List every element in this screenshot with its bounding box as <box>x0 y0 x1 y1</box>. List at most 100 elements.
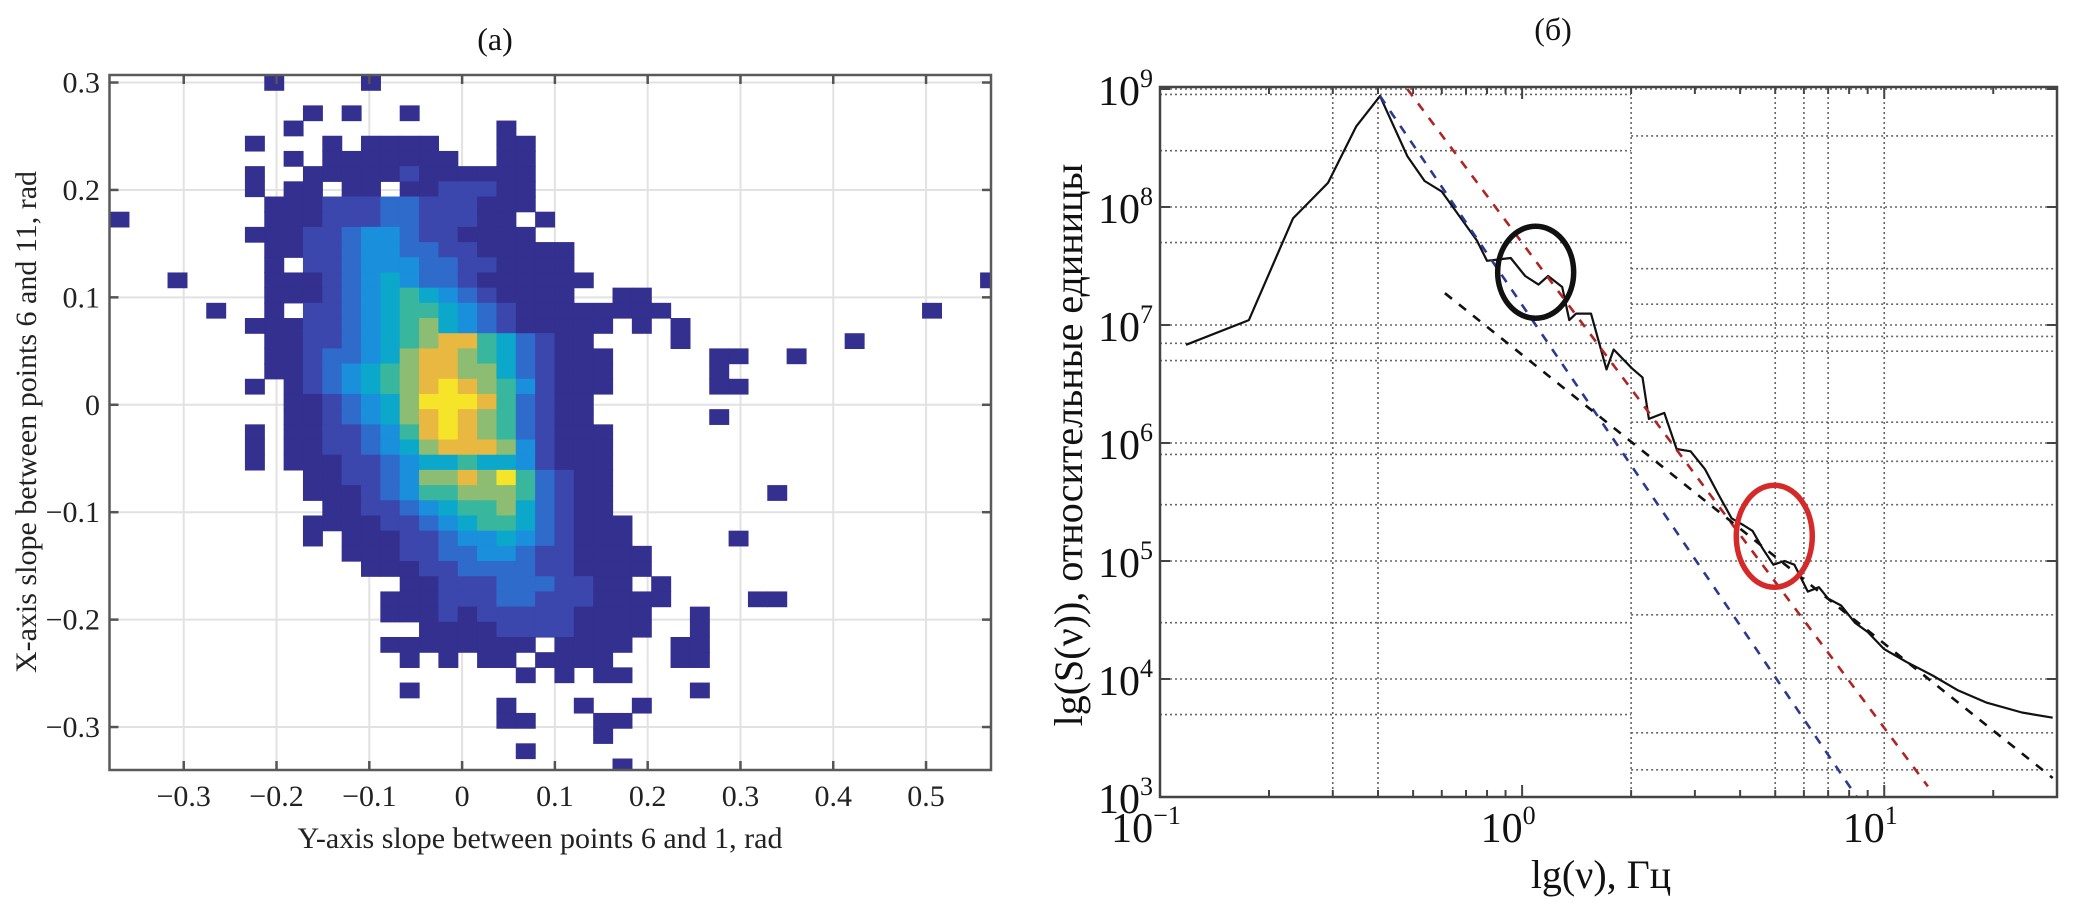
histogram-bin <box>399 545 420 562</box>
histogram-bin <box>554 302 575 319</box>
histogram-bin <box>341 318 362 334</box>
histogram-bin <box>457 500 478 517</box>
histogram-bin <box>341 439 362 456</box>
histogram-bin <box>612 621 633 638</box>
y-tick-base: 10 <box>1098 187 1140 233</box>
histogram-bin <box>419 272 439 289</box>
histogram-bin <box>302 378 323 395</box>
histogram-bin <box>438 318 459 334</box>
histogram-bin <box>535 302 556 319</box>
histogram-bin <box>341 469 362 486</box>
histogram-bin <box>593 439 614 456</box>
histogram-bin <box>612 758 633 770</box>
histogram-bin <box>515 469 536 486</box>
histogram-bin <box>515 226 536 243</box>
histogram-bin <box>573 363 594 380</box>
histogram-bin <box>651 591 672 608</box>
histogram-bin <box>477 318 498 334</box>
histogram-bin <box>496 302 517 319</box>
histogram-bin <box>302 424 323 441</box>
y-tick-exponent: 8 <box>1140 182 1153 211</box>
histogram-bin <box>573 697 594 714</box>
histogram-bin <box>554 636 575 653</box>
histogram-bin <box>515 242 536 258</box>
histogram-bin <box>554 363 575 380</box>
histogram-bin <box>593 454 614 471</box>
histogram-bin <box>341 545 362 562</box>
histogram-bin <box>264 242 285 258</box>
histogram-bin <box>747 591 768 608</box>
histogram-bin <box>302 530 323 547</box>
histogram-bin <box>361 242 381 258</box>
histogram-bin <box>341 363 362 380</box>
histogram-bin <box>419 302 439 319</box>
histogram-bin <box>515 576 536 593</box>
histogram-bin <box>573 409 594 425</box>
histogram-bin <box>438 272 459 289</box>
x-tick-label: 0.1 <box>536 780 574 813</box>
histogram-bin <box>438 150 459 167</box>
histogram-bin <box>438 242 459 258</box>
histogram-bin <box>419 545 439 562</box>
y-tick-base: 10 <box>1098 659 1140 705</box>
histogram-bin <box>399 348 420 365</box>
histogram-bin <box>283 318 304 334</box>
histogram-bin <box>380 378 401 395</box>
histogram-bin <box>380 318 401 334</box>
histogram-bin <box>438 621 459 638</box>
histogram-bin <box>477 621 498 638</box>
histogram-bin <box>341 242 362 258</box>
histogram-bin <box>361 545 381 562</box>
histogram-bin <box>554 500 575 517</box>
histogram-bin <box>399 302 420 319</box>
y-tick-label: 105 <box>1098 536 1153 587</box>
histogram-bin <box>631 318 652 334</box>
histogram-bin <box>515 561 536 577</box>
histogram-bin <box>302 226 323 243</box>
y-tick-exponent: 4 <box>1140 654 1153 683</box>
histogram-bin <box>302 333 323 350</box>
histogram-bin <box>612 636 633 653</box>
histogram-bin <box>264 211 285 228</box>
histogram-bin <box>361 333 381 350</box>
y-tick-exponent: 7 <box>1140 300 1153 329</box>
histogram-bin <box>554 318 575 334</box>
histogram-bin <box>283 454 304 471</box>
histogram-bin <box>419 226 439 243</box>
histogram-bin <box>302 393 323 410</box>
histogram-bin <box>593 515 614 532</box>
histogram-bin <box>496 409 517 425</box>
histogram-bin <box>438 378 459 395</box>
histogram-bin <box>438 636 459 653</box>
histogram-bin <box>612 545 633 562</box>
histogram-bin <box>322 166 343 182</box>
histogram-bin <box>477 591 498 608</box>
histogram-bin <box>399 135 420 152</box>
histogram-bin <box>457 348 478 365</box>
histogram-bin <box>554 469 575 486</box>
histogram-bin <box>631 561 652 577</box>
histogram-bin <box>264 226 285 243</box>
histogram-bin <box>419 591 439 608</box>
histogram-bin <box>399 576 420 593</box>
histogram-bin <box>341 454 362 471</box>
x-tick-label: 0.5 <box>907 780 945 813</box>
histogram-bin <box>457 606 478 623</box>
histogram-bin <box>341 226 362 243</box>
histogram-bin <box>496 211 517 228</box>
histogram-bin <box>419 181 439 198</box>
histogram-bin <box>438 181 459 198</box>
histogram-bin <box>496 150 517 167</box>
histogram-bin <box>593 363 614 380</box>
histogram-bin <box>496 363 517 380</box>
histogram-bin <box>457 576 478 593</box>
histogram-bin <box>535 485 556 501</box>
histogram-bin <box>670 636 691 653</box>
histogram-bin <box>477 424 498 441</box>
histogram-bin <box>380 363 401 380</box>
histogram-bin <box>399 105 420 122</box>
histogram-bin <box>283 348 304 365</box>
histogram-bin <box>535 287 556 304</box>
histogram-bin <box>515 743 536 760</box>
y-tick-exponent: 6 <box>1140 418 1153 447</box>
